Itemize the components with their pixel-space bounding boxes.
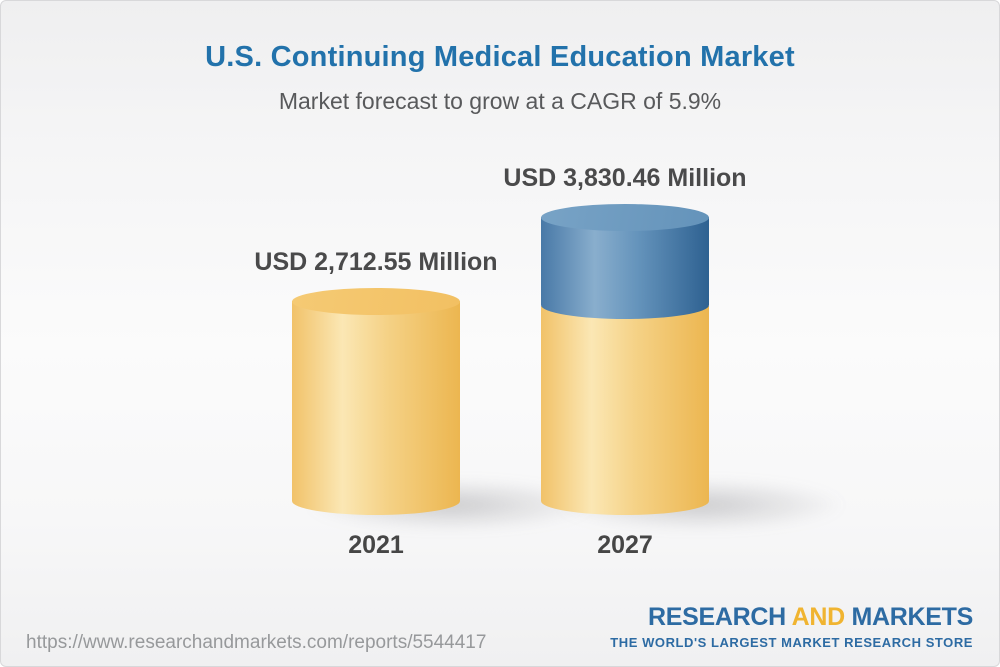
- bar-2021-cylinder-top: [292, 288, 460, 315]
- bar-2027-base-segment: [541, 306, 709, 515]
- bar-2021-cylinder-body: [292, 301, 460, 515]
- value-label-2027: USD 3,830.46 Million: [503, 164, 747, 192]
- value-label-2021: USD 2,712.55 Million: [254, 248, 498, 276]
- brand-tagline: THE WORLD'S LARGEST MARKET RESEARCH STOR…: [610, 635, 973, 650]
- brand-word-and: AND: [791, 603, 846, 631]
- bar-2027-cylinder-top: [541, 204, 709, 231]
- brand-logo: RESEARCH AND MARKETS THE WORLD'S LARGEST…: [610, 603, 973, 650]
- brand-logo-wordmark: RESEARCH AND MARKETS: [610, 603, 973, 632]
- brand-word-research: RESEARCH: [647, 603, 786, 631]
- x-axis-label-2021: 2021: [348, 531, 404, 559]
- report-url: https://www.researchandmarkets.com/repor…: [26, 632, 487, 653]
- bar-2027-growth-segment: [541, 217, 709, 319]
- page-title: U.S. Continuing Medical Education Market: [205, 41, 795, 73]
- brand-word-markets: MARKETS: [851, 603, 973, 631]
- x-axis-label-2027: 2027: [597, 531, 653, 559]
- page-subtitle: Market forecast to grow at a CAGR of 5.9…: [278, 88, 722, 114]
